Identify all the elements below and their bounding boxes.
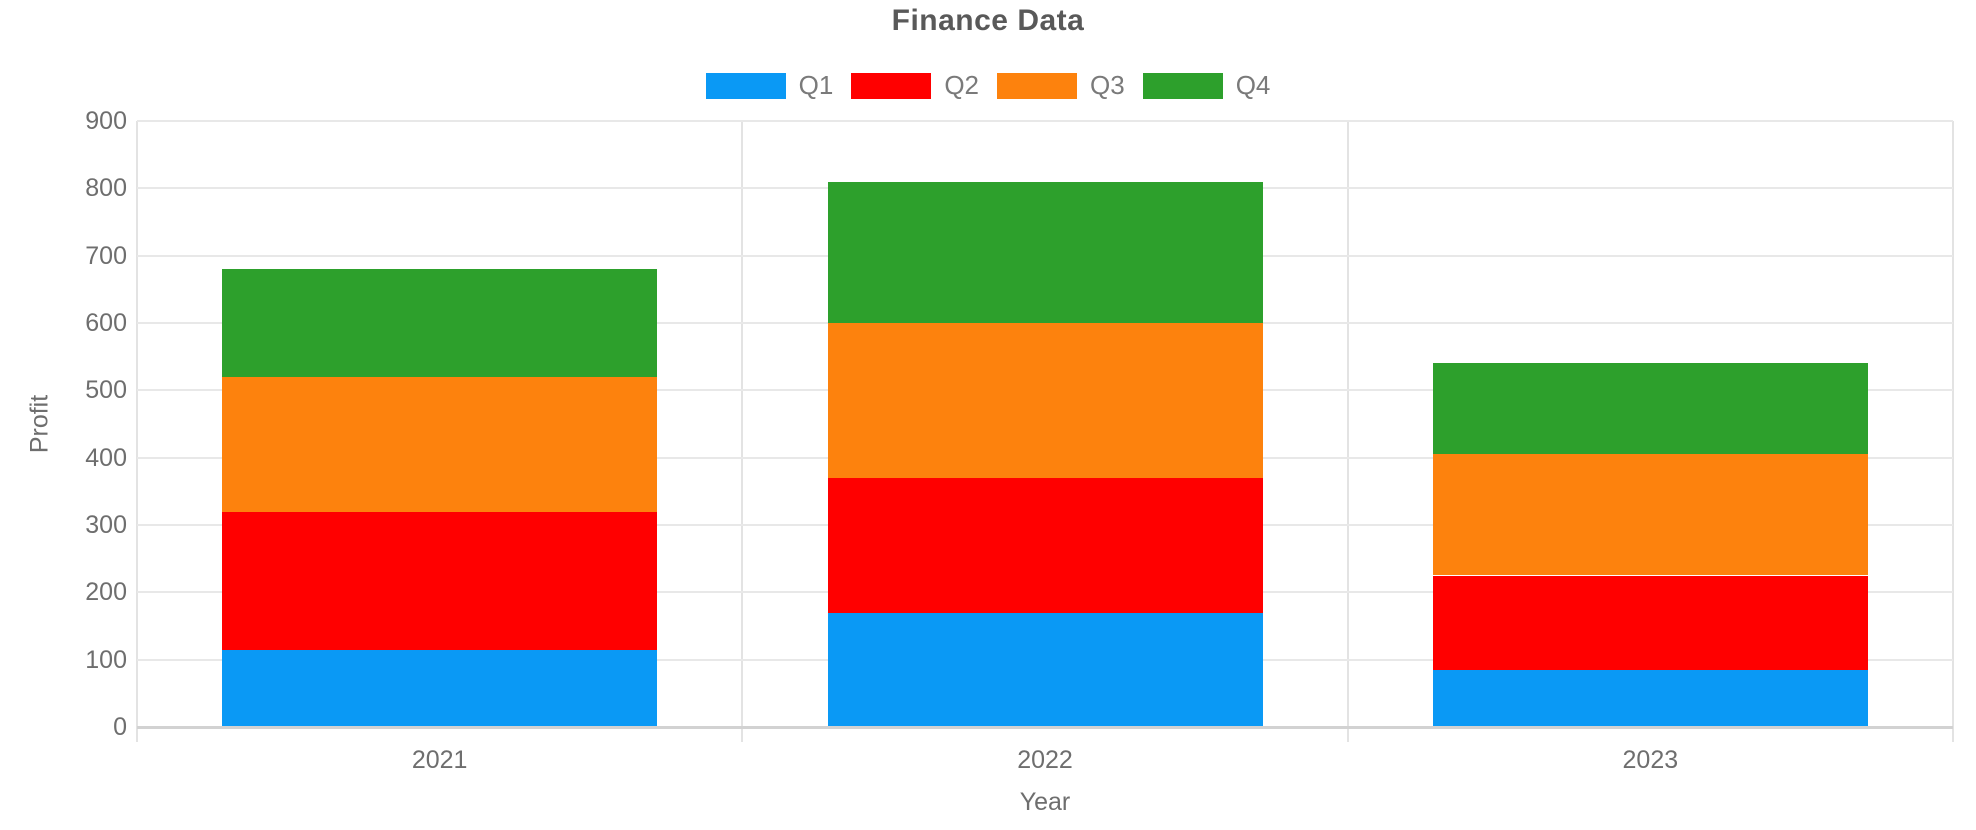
x-axis-baseline bbox=[137, 726, 1953, 729]
bar-segment-q4-2022[interactable] bbox=[827, 181, 1263, 323]
gridline-vertical bbox=[741, 121, 744, 742]
gridline-horizontal bbox=[137, 120, 1953, 122]
legend-swatch-q4 bbox=[1142, 72, 1223, 99]
bar-segment-q4-2021[interactable] bbox=[222, 269, 658, 377]
chart-legend: Q1 Q2 Q3 Q4 bbox=[0, 70, 1976, 101]
legend-swatch-q1 bbox=[705, 72, 786, 99]
y-tick-label: 700 bbox=[85, 241, 127, 270]
legend-swatch-q2 bbox=[851, 72, 932, 99]
y-tick-label: 900 bbox=[85, 107, 127, 135]
bar-segment-q4-2023[interactable] bbox=[1432, 363, 1868, 455]
y-tick-label: 100 bbox=[85, 645, 127, 674]
legend-label: Q2 bbox=[944, 70, 979, 100]
y-tick-label: 400 bbox=[85, 443, 127, 472]
legend-label: Q3 bbox=[1090, 70, 1125, 100]
bar-segment-q1-2023[interactable] bbox=[1432, 669, 1868, 727]
x-tick-label: 2021 bbox=[411, 746, 468, 774]
y-tick-label: 300 bbox=[85, 511, 127, 539]
bar-segment-q1-2022[interactable] bbox=[827, 612, 1263, 727]
y-tick-label: 600 bbox=[85, 309, 127, 337]
bar-segment-q2-2021[interactable] bbox=[222, 511, 658, 650]
y-axis-title: Profit bbox=[25, 394, 54, 454]
y-axis-line bbox=[136, 121, 138, 742]
gridline-vertical bbox=[1346, 121, 1349, 742]
x-tick-label: 2023 bbox=[1622, 746, 1679, 774]
bar-segment-q1-2021[interactable] bbox=[222, 649, 658, 727]
x-axis-title: Year bbox=[1019, 788, 1071, 816]
bar-segment-q3-2023[interactable] bbox=[1432, 454, 1868, 576]
y-tick-label: 200 bbox=[85, 578, 127, 607]
y-tick-label: 0 bbox=[113, 713, 127, 741]
bar-segment-q2-2022[interactable] bbox=[827, 477, 1263, 613]
legend-label: Q1 bbox=[798, 70, 834, 100]
chart-title: Finance Data bbox=[891, 4, 1085, 37]
y-tick-label: 500 bbox=[85, 376, 127, 405]
gridline-vertical bbox=[1952, 121, 1954, 742]
legend-label: Q4 bbox=[1235, 70, 1271, 100]
bar-segment-q3-2022[interactable] bbox=[827, 323, 1263, 478]
bar-segment-q2-2023[interactable] bbox=[1432, 575, 1868, 670]
legend-swatch-q3 bbox=[997, 72, 1077, 99]
legend-item-q2[interactable]: Q2 bbox=[851, 70, 979, 101]
legend-item-q1[interactable]: Q1 bbox=[705, 70, 834, 101]
legend-item-q3[interactable]: Q3 bbox=[997, 70, 1125, 101]
y-tick-label: 800 bbox=[85, 174, 127, 203]
bar-segment-q3-2021[interactable] bbox=[222, 376, 658, 512]
legend-item-q4[interactable]: Q4 bbox=[1142, 70, 1271, 101]
x-tick-label: 2022 bbox=[1017, 746, 1073, 774]
